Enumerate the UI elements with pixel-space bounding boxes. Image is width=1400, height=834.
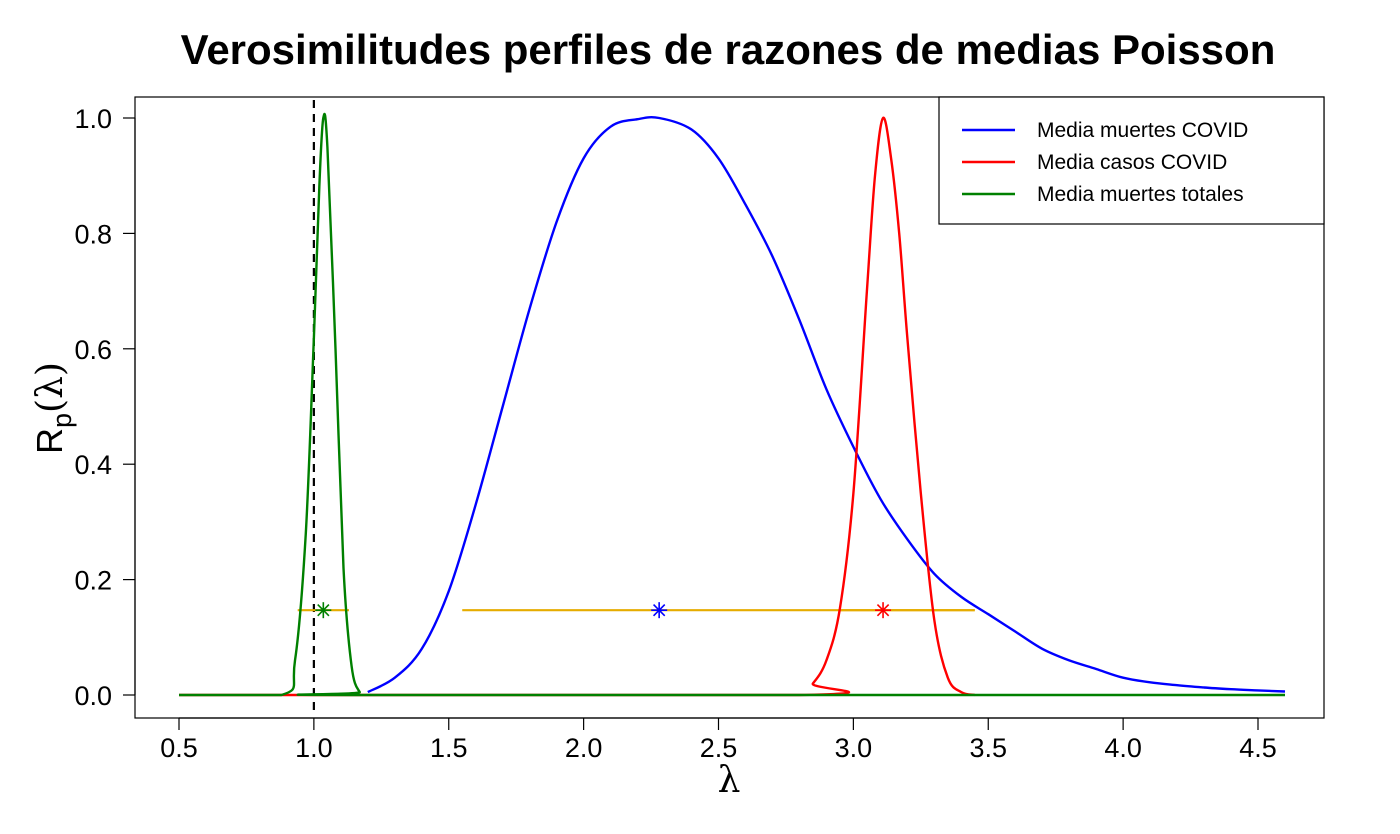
mle-marker	[875, 602, 892, 619]
y-axis: 0.0 0.2 0.4 0.6 0.8 1.0	[74, 104, 136, 711]
x-tick-label: 2.0	[565, 733, 603, 763]
mle-layer	[315, 602, 892, 619]
x-tick-label: 3.5	[969, 733, 1007, 763]
x-tick-label: 4.5	[1239, 733, 1277, 763]
mle-marker	[651, 602, 668, 619]
y-tick-label: 0.2	[74, 566, 112, 596]
series-line	[179, 112, 1285, 697]
series-layer	[179, 112, 1286, 697]
y-label-arg: (λ)	[30, 362, 71, 413]
x-axis: 0.5 1.0 1.5 2.0 2.5 3.0 3.5 4.0 4.5	[160, 717, 1277, 763]
y-tick-label: 0.4	[74, 450, 112, 480]
mle-marker	[315, 602, 332, 619]
x-tick-label: 3.0	[835, 733, 873, 763]
legend-label: Media casos COVID	[1037, 151, 1227, 174]
legend: Media muertes COVID Media casos COVID Medi…	[938, 96, 1325, 225]
x-tick-label: 4.0	[1104, 733, 1142, 763]
chart-title: Verosimilitudes perfiles de razones de m…	[181, 26, 1276, 73]
y-label-sub: p	[47, 413, 77, 428]
legend-label: Media muertes COVID	[1037, 119, 1248, 142]
x-tick-label: 2.5	[700, 733, 738, 763]
y-tick-label: 0.0	[74, 681, 112, 711]
x-tick-label: 1.5	[430, 733, 468, 763]
x-axis-label: λ	[718, 760, 741, 801]
y-tick-label: 0.6	[74, 335, 112, 365]
x-tick-label: 0.5	[160, 733, 198, 763]
y-axis-label: Rp(λ)	[29, 362, 77, 454]
legend-box	[938, 96, 1325, 225]
series-line	[367, 116, 1286, 694]
legend-label: Media muertes totales	[1037, 183, 1244, 206]
x-tick-label: 1.0	[295, 733, 333, 763]
y-label-main: R	[29, 428, 70, 454]
svg-text:Rp(λ): Rp(λ)	[29, 362, 77, 454]
y-tick-label: 0.8	[74, 219, 112, 249]
series-line	[179, 116, 976, 697]
y-tick-label: 1.0	[74, 104, 112, 134]
